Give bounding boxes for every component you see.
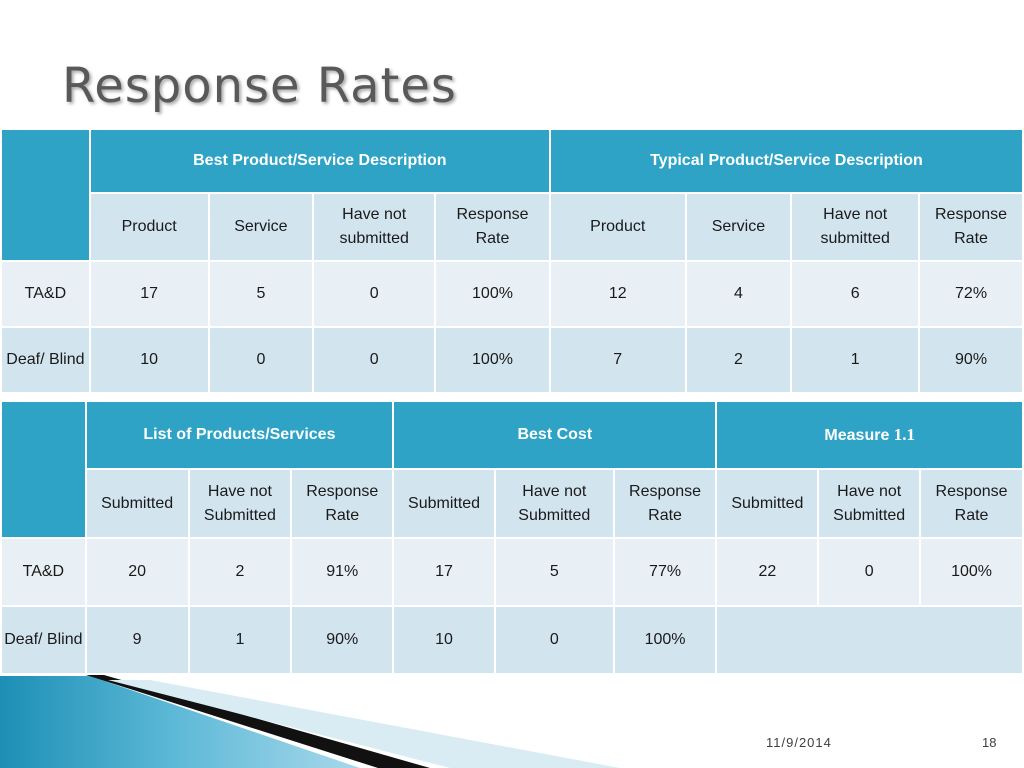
col-header: Submitted: [715, 468, 820, 539]
response-rates-table-descriptions: Best Product/Service Description Typical…: [0, 128, 1024, 394]
table-cell: 2: [187, 537, 293, 607]
col-header: Response Rate: [290, 468, 395, 539]
row-label: TA&D: [0, 537, 87, 607]
row-label: TA&D: [0, 260, 91, 328]
group-header-measure: Measure 1.1: [715, 400, 1024, 470]
table-cell: 91%: [290, 537, 395, 607]
table-cell: 100%: [434, 326, 551, 394]
table-cell: 20: [84, 537, 190, 607]
table-cell: 17: [392, 537, 496, 607]
col-header: Service: [207, 192, 315, 262]
row-label: Deaf/ Blind: [0, 605, 87, 675]
table-cell: 100%: [434, 260, 551, 328]
table-cell: 100%: [612, 605, 718, 675]
table-cell: 90%: [290, 605, 395, 675]
table-cell: 0: [207, 326, 315, 394]
col-header: Have not Submitted: [187, 468, 293, 539]
col-header: Product: [88, 192, 210, 262]
decorative-swoosh: [0, 675, 620, 768]
col-header: Have not submitted: [790, 192, 921, 262]
response-rates-table-cost-measure: List of Products/Services Best Cost Meas…: [0, 400, 1024, 675]
corner-cell: [0, 400, 87, 539]
table-cell: 90%: [918, 326, 1024, 394]
col-header: Product: [548, 192, 687, 262]
col-header: Submitted: [84, 468, 190, 539]
col-header: Response Rate: [434, 192, 551, 262]
table-cell: 10: [392, 605, 496, 675]
table-cell: 100%: [919, 537, 1024, 607]
table-cell: 1: [790, 326, 921, 394]
col-header: Have not Submitted: [493, 468, 615, 539]
table-cell: 5: [493, 537, 615, 607]
col-header: Response Rate: [919, 468, 1024, 539]
group-header-list-of-products: List of Products/Services: [84, 400, 395, 470]
table-cell: 9: [84, 605, 190, 675]
table-row: TA&D 20 2 91% 17 5 77% 22 0 100%: [0, 537, 1024, 607]
table-cell: 0: [493, 605, 615, 675]
col-header: Have not Submitted: [817, 468, 922, 539]
table-cell: 0: [312, 260, 437, 328]
col-header: Service: [684, 192, 793, 262]
row-label: Deaf/ Blind: [0, 326, 91, 394]
col-header: Response Rate: [918, 192, 1024, 262]
table-cell: 10: [88, 326, 210, 394]
table-row: TA&D 17 5 0 100% 12 4 6 72%: [0, 260, 1024, 328]
table-row: Deaf/ Blind 9 1 90% 10 0 100%: [0, 605, 1024, 675]
table-cell: 0: [312, 326, 437, 394]
col-header: Response Rate: [612, 468, 718, 539]
table-cell: 2: [684, 326, 793, 394]
table-cell: 72%: [918, 260, 1024, 328]
table-cell: 17: [88, 260, 210, 328]
footer-date: 11/9/2014: [766, 735, 832, 750]
corner-cell: [0, 128, 91, 262]
col-header: Submitted: [392, 468, 496, 539]
table-cell: 5: [207, 260, 315, 328]
empty-cell: [715, 605, 1024, 675]
page-number: 18: [982, 735, 997, 750]
table-row: Deaf/ Blind 10 0 0 100% 7 2 1 90%: [0, 326, 1024, 394]
table-cell: 0: [817, 537, 922, 607]
group-header-typical-description: Typical Product/Service Description: [548, 128, 1024, 194]
table-cell: 6: [790, 260, 921, 328]
group-header-best-cost: Best Cost: [392, 400, 718, 470]
table-cell: 22: [715, 537, 820, 607]
measure-label: Measure: [824, 426, 890, 444]
col-header: Have not submitted: [312, 192, 437, 262]
table-cell: 4: [684, 260, 793, 328]
group-header-best-description: Best Product/Service Description: [88, 128, 551, 194]
table-cell: 12: [548, 260, 687, 328]
measure-number: 1.1: [893, 424, 916, 444]
slide-title: Response Rates: [62, 58, 457, 114]
table-cell: 7: [548, 326, 687, 394]
table-cell: 1: [187, 605, 293, 675]
table-cell: 77%: [612, 537, 718, 607]
